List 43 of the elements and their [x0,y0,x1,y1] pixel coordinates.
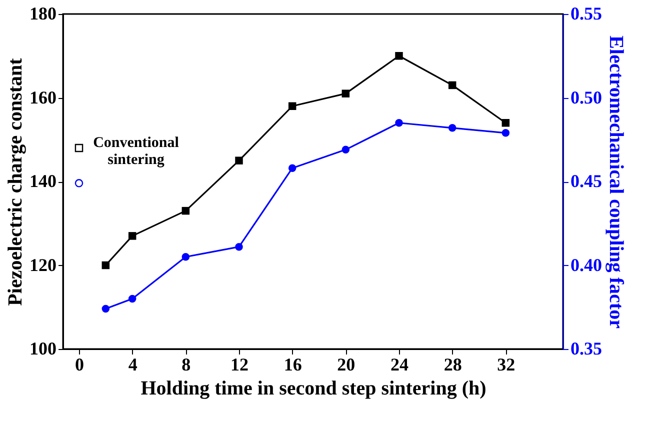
point [288,102,296,110]
y-tick-label: 160 [30,87,56,108]
point [395,52,403,60]
point [74,179,84,188]
point [448,124,456,132]
y2-tick-label: 0.35 [570,338,602,358]
point [502,129,510,137]
y-tick-label: 120 [30,254,56,275]
x-tick-label: 4 [128,354,138,374]
point [342,90,350,98]
y2-tick-label: 0.40 [570,254,602,275]
point [342,146,350,154]
point [74,144,84,152]
point [102,261,110,270]
point [395,119,403,127]
point [235,156,243,164]
annotation: Conventional sintering [93,135,179,168]
x-tick-label: 24 [390,354,408,374]
y2-tick-label: 0.50 [570,87,602,108]
x-tick-label: 12 [230,354,248,374]
point [235,242,243,251]
point [288,164,296,172]
point [182,253,190,261]
y-tick-label: 180 [30,4,56,24]
x-tick-label: 8 [182,354,191,374]
point [128,294,136,303]
x-tick-label: 16 [284,354,302,374]
y2-axis-title: Electromechanical coupling factor [605,36,627,329]
x-tick-label: 0 [75,354,84,374]
y2-tick-label: 0.55 [570,4,602,24]
x-tick-label: 32 [497,354,516,374]
y-axis-title: Piezoelectric charge constant [4,58,26,306]
point [182,206,190,215]
x-tick-label: 20 [337,354,356,374]
point [102,304,110,313]
point [502,119,510,127]
y2-tick-label: 0.45 [570,171,602,191]
point [448,81,456,90]
x-tick-label: 28 [444,354,462,374]
y-tick-label: 100 [30,338,56,358]
y-tick-label: 140 [30,171,56,191]
x-axis-title: Holding time in second step sintering (h) [140,378,486,400]
point [128,232,136,240]
